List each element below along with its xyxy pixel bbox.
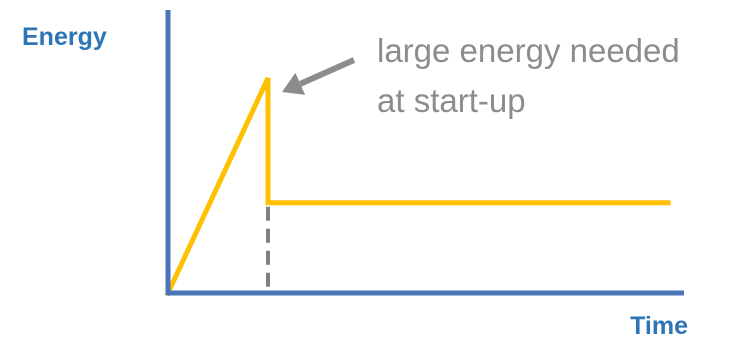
annotation-arrow-icon xyxy=(282,72,306,95)
x-axis-label: Time xyxy=(630,312,688,337)
energy-series-line xyxy=(164,76,671,297)
y-axis-label: Energy xyxy=(22,23,107,51)
annotation-text-line-2: at start-up xyxy=(377,82,526,119)
annotation-arrow-shaft xyxy=(299,57,356,87)
annotation-text-line-1: large energy needed xyxy=(377,32,680,69)
